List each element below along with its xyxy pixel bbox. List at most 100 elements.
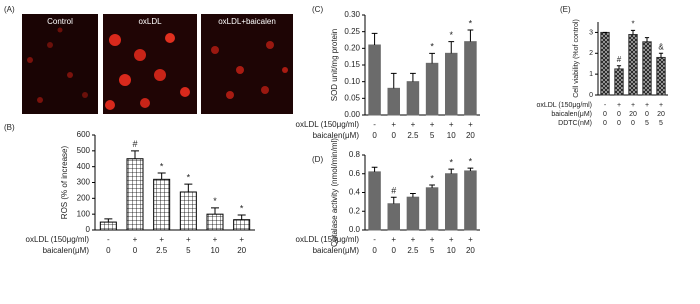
micrograph bbox=[201, 14, 293, 114]
annotation: * bbox=[430, 42, 434, 52]
y-tick-label: 3 bbox=[589, 29, 593, 36]
error-bar bbox=[410, 72, 416, 82]
image-caption: Control bbox=[47, 17, 73, 26]
row-value: + bbox=[159, 235, 164, 244]
row-value: - bbox=[373, 235, 376, 244]
y-tick-label: 0.10 bbox=[344, 77, 360, 86]
panel-label: (A) bbox=[4, 5, 15, 14]
y-axis-label: Catalase activity (nmol/min/ml) bbox=[330, 138, 339, 247]
error-bar bbox=[211, 207, 219, 215]
bar bbox=[642, 41, 652, 96]
panel-label: (E) bbox=[560, 5, 571, 14]
row-value: 0 bbox=[392, 131, 397, 140]
row-label: baicalen(μM) bbox=[43, 246, 90, 255]
row-value: + bbox=[411, 120, 416, 129]
row-label: oxLDL (150μg/ml) bbox=[26, 235, 90, 244]
row-value: - bbox=[107, 235, 110, 244]
image-caption: oxLDL+baicalen bbox=[218, 17, 276, 26]
y-tick-label: 0.20 bbox=[344, 43, 360, 52]
annotation: * bbox=[469, 18, 473, 28]
row-value: 5 bbox=[430, 131, 435, 140]
bar bbox=[387, 203, 400, 231]
y-axis-label: SOD unit/mg protein bbox=[330, 29, 339, 101]
y-tick-label: 0 bbox=[86, 225, 91, 234]
y-tick-label: 500 bbox=[77, 146, 91, 155]
error-bar bbox=[371, 32, 378, 45]
row-label: oxLDL (150μg/ml) bbox=[296, 120, 360, 129]
row-value: 0 bbox=[631, 120, 635, 127]
y-tick-label: 400 bbox=[77, 162, 91, 171]
error-bar bbox=[371, 166, 378, 172]
bar bbox=[406, 196, 420, 231]
row-value: 0 bbox=[106, 246, 111, 255]
error-bar bbox=[410, 192, 416, 198]
annotation: & bbox=[658, 42, 664, 51]
row-value: - bbox=[604, 102, 607, 109]
row-value: 20 bbox=[657, 111, 665, 118]
row-value: 10 bbox=[447, 246, 456, 255]
bar bbox=[425, 62, 439, 116]
row-value: + bbox=[213, 235, 218, 244]
row-value: + bbox=[239, 235, 244, 244]
bar bbox=[445, 173, 458, 231]
error-bar bbox=[390, 196, 397, 204]
error-bar bbox=[237, 214, 246, 220]
annotation: * bbox=[449, 157, 453, 167]
row-value: 0 bbox=[617, 120, 621, 127]
row-value: 0 bbox=[133, 246, 138, 255]
row-value: 2.5 bbox=[407, 246, 419, 255]
y-tick-label: 0.05 bbox=[344, 93, 360, 102]
row-label: oxLDL (150μg/ml) bbox=[296, 235, 360, 244]
y-tick-label: 0.2 bbox=[349, 206, 361, 215]
row-value: + bbox=[391, 120, 396, 129]
bar bbox=[656, 56, 666, 96]
row-label: baicalen(μM) bbox=[313, 246, 360, 255]
error-bar bbox=[644, 37, 650, 42]
row-value: + bbox=[645, 102, 649, 109]
bar bbox=[425, 187, 439, 231]
y-tick-label: 0.8 bbox=[349, 150, 361, 159]
error-bar bbox=[467, 29, 474, 42]
row-value: 5 bbox=[659, 120, 663, 127]
y-tick-label: 100 bbox=[77, 209, 91, 218]
y-tick-label: 0.4 bbox=[349, 188, 361, 197]
bar bbox=[628, 34, 638, 96]
bar bbox=[464, 41, 477, 116]
bar bbox=[464, 170, 477, 231]
row-label: baicalen(μM) bbox=[551, 111, 592, 118]
bar bbox=[126, 158, 144, 231]
row-value: + bbox=[659, 102, 663, 109]
bar bbox=[445, 52, 458, 116]
bar bbox=[614, 68, 624, 96]
row-value: 20 bbox=[629, 111, 637, 118]
row-value: + bbox=[468, 235, 473, 244]
y-tick-label: 1 bbox=[589, 71, 593, 78]
panel-label: (D) bbox=[312, 155, 323, 164]
annotation: * bbox=[187, 172, 191, 182]
error-bar bbox=[616, 65, 622, 69]
annotation: * bbox=[430, 173, 434, 183]
bar bbox=[387, 87, 400, 116]
y-tick-label: 0.15 bbox=[344, 60, 360, 69]
bar bbox=[99, 221, 117, 231]
y-tick-label: 600 bbox=[77, 130, 91, 139]
y-tick-label: 0.30 bbox=[344, 10, 360, 19]
y-tick-label: 0.25 bbox=[344, 27, 360, 36]
row-value: + bbox=[631, 102, 635, 109]
row-value: + bbox=[186, 235, 191, 244]
row-value: + bbox=[411, 235, 416, 244]
y-tick-label: 2 bbox=[589, 50, 593, 57]
annotation: # bbox=[132, 139, 137, 149]
annotation: * bbox=[631, 19, 634, 28]
row-value: 0 bbox=[617, 111, 621, 118]
row-value: 0 bbox=[372, 131, 377, 140]
error-bar bbox=[429, 184, 435, 188]
y-tick-label: 300 bbox=[77, 178, 91, 187]
row-value: 0 bbox=[603, 111, 607, 118]
row-value: 0 bbox=[392, 246, 397, 255]
error-bar bbox=[131, 150, 139, 159]
row-value: + bbox=[449, 120, 454, 129]
row-value: - bbox=[373, 120, 376, 129]
bar bbox=[179, 191, 197, 231]
error-bar bbox=[429, 52, 435, 64]
